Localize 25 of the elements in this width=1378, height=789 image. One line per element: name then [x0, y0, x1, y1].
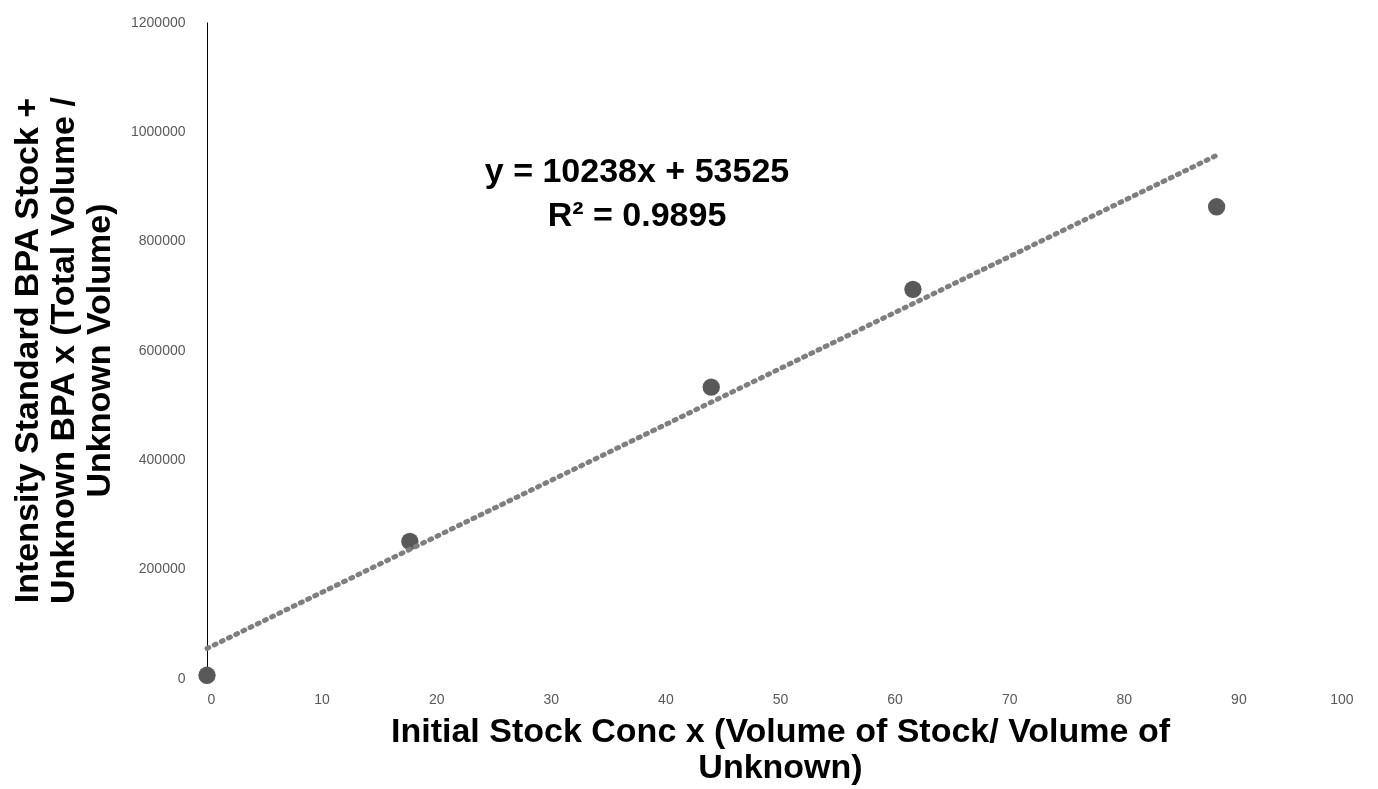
x-tick-label: 100 — [1330, 690, 1354, 707]
y-tick-label: 1000000 — [130, 122, 186, 139]
x-tick-label: 50 — [772, 690, 789, 707]
annotation: y = 10238x + 53525 R² = 0.9895 — [484, 151, 790, 233]
point — [702, 378, 720, 396]
y-tick-label: 800000 — [138, 232, 186, 249]
y-axis-title: Intensity Standard BPA Stock + Unknown BPA x (Total Volume / Unknown Volume) — [7, 96, 117, 604]
x-tick-label: 70 — [1001, 690, 1018, 707]
point — [904, 280, 922, 298]
point — [1207, 198, 1226, 216]
x-tick-label: 90 — [1231, 690, 1247, 707]
x-tick-label: 0 — [207, 690, 216, 707]
x-tick-label: 80 — [1116, 690, 1133, 707]
x-axis-title: Initial Stock Conc x (Volume of Stock/ Volume of Unknown) — [391, 710, 1171, 785]
x-tick-label: 40 — [658, 690, 674, 707]
y-tick-label: 400000 — [138, 450, 186, 467]
x-tick-label: 20 — [428, 690, 445, 707]
x-tick-label: 30 — [543, 690, 560, 707]
y-tick-label: 1200000 — [130, 13, 186, 30]
y-tick-label: 0 — [177, 669, 186, 686]
point — [198, 666, 216, 684]
x-tick-label: 10 — [314, 690, 331, 707]
y-tick-label: 200000 — [138, 560, 186, 577]
x-tick-label: 60 — [887, 690, 904, 707]
y-tick-label: 600000 — [138, 341, 186, 358]
